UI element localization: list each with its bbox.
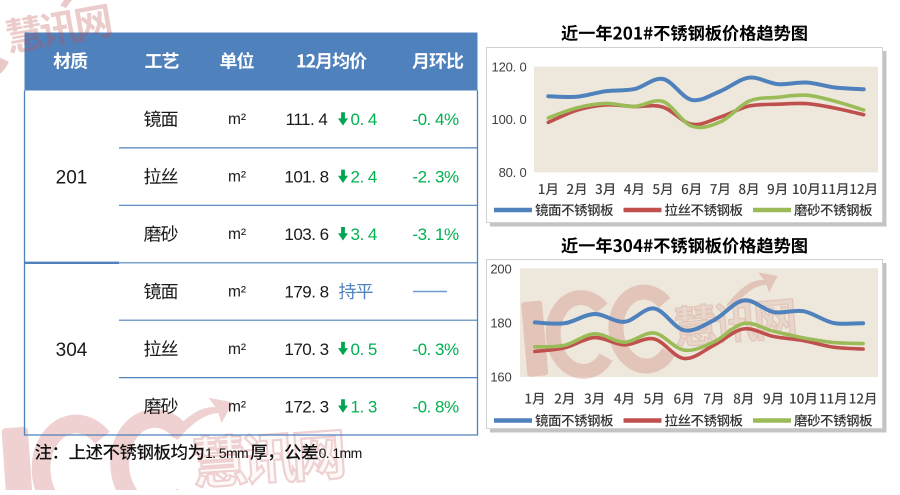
- svg-text:180: 180: [490, 316, 511, 331]
- svg-text:103. 6: 103. 6: [284, 225, 328, 244]
- svg-text:m²: m²: [228, 284, 246, 301]
- svg-text:200: 200: [490, 262, 511, 277]
- svg-text:304: 304: [56, 340, 88, 361]
- svg-text:160: 160: [490, 370, 511, 385]
- svg-text:0. 4: 0. 4: [351, 110, 377, 129]
- svg-text:m²: m²: [228, 226, 246, 243]
- svg-text:100. 0: 100. 0: [492, 112, 527, 127]
- svg-text:120. 0: 120. 0: [492, 59, 527, 74]
- svg-text:-0. 4%: -0. 4%: [412, 110, 459, 129]
- svg-text:170. 3: 170. 3: [284, 340, 328, 359]
- svg-text:m²: m²: [228, 341, 246, 358]
- svg-text:201: 201: [56, 168, 88, 189]
- svg-text:0. 1mm: 0. 1mm: [319, 445, 362, 461]
- svg-text:179. 8: 179. 8: [284, 283, 328, 302]
- svg-text:m²: m²: [228, 169, 246, 186]
- svg-text:1. 5mm: 1. 5mm: [205, 445, 248, 461]
- svg-text:m²: m²: [228, 398, 246, 415]
- svg-text:0. 5: 0. 5: [351, 340, 377, 359]
- svg-text:2. 4: 2. 4: [351, 168, 377, 187]
- svg-text:-0. 3%: -0. 3%: [412, 340, 459, 359]
- svg-text:-0. 8%: -0. 8%: [412, 397, 459, 416]
- svg-text:111. 4: 111. 4: [286, 110, 328, 129]
- svg-text:m²: m²: [228, 111, 246, 128]
- svg-text:101. 8: 101. 8: [284, 168, 328, 187]
- svg-text:-2. 3%: -2. 3%: [412, 168, 459, 187]
- svg-text:1. 3: 1. 3: [351, 397, 377, 416]
- svg-text:172. 3: 172. 3: [284, 397, 328, 416]
- svg-text:-3. 1%: -3. 1%: [412, 225, 459, 244]
- svg-text:80. 0: 80. 0: [499, 165, 527, 180]
- svg-text:3. 4: 3. 4: [351, 225, 377, 244]
